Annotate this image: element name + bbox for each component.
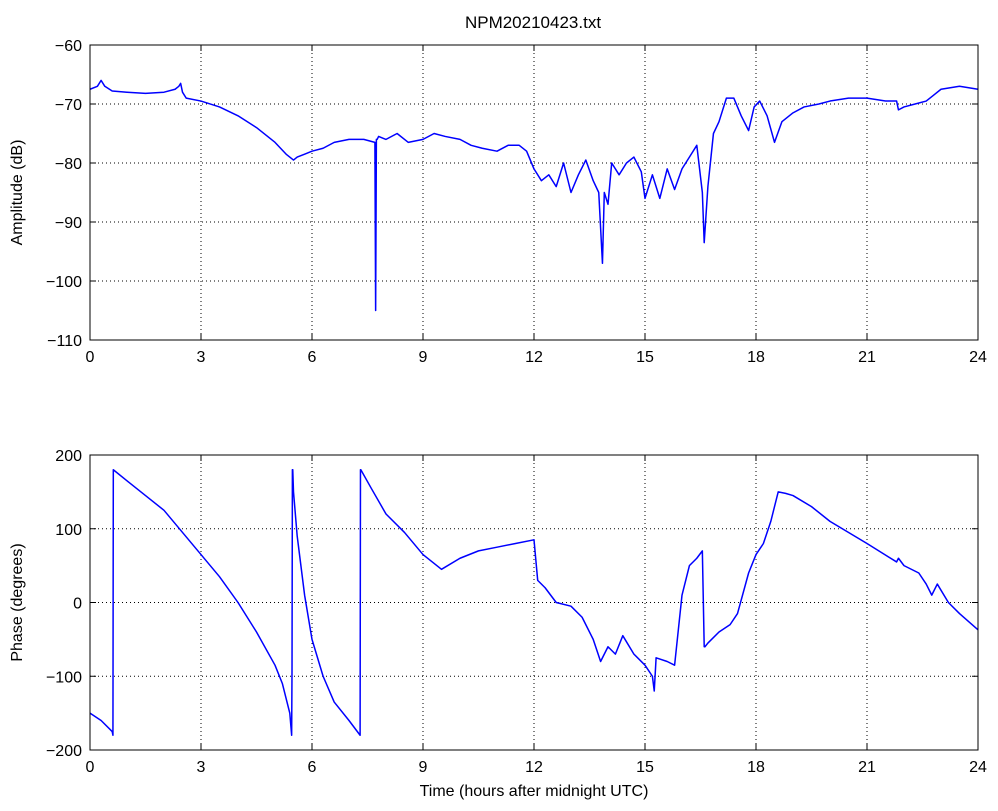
y-tick-label: 0 <box>73 596 82 613</box>
y-axis-label: Phase (degrees) <box>9 543 26 661</box>
y-tick-label: 100 <box>55 522 82 539</box>
y-tick-label: −100 <box>46 669 82 686</box>
x-tick-label: 18 <box>747 759 765 776</box>
y-tick-label: −200 <box>46 743 82 760</box>
plot-area <box>90 45 978 340</box>
x-tick-label: 21 <box>858 349 876 366</box>
x-tick-label: 0 <box>86 759 95 776</box>
y-tick-label: 200 <box>55 448 82 465</box>
x-tick-label: 12 <box>525 349 543 366</box>
phase-series-line <box>89 469 979 736</box>
y-tick-label: −60 <box>55 38 82 55</box>
amplitude-series-line <box>89 79 979 312</box>
x-tick-label: 9 <box>419 759 428 776</box>
phase-panel: 0 3 6 9 12 15 18 21 24 −200 −100 0 100 200 Phase (degr… <box>9 448 987 800</box>
x-tick-label: 3 <box>197 349 206 366</box>
x-tick-label: 0 <box>86 349 95 366</box>
y-tick-label: −70 <box>55 97 82 114</box>
x-tick-label: 6 <box>308 349 317 366</box>
x-tick-label: 15 <box>636 349 654 366</box>
x-tick-label: 24 <box>969 349 987 366</box>
y-tick-label: −100 <box>46 274 82 291</box>
amplitude-panel: 0 3 6 9 12 15 18 21 24 −110 −100 −90 −80 −70 −60 Amplit… <box>9 38 987 366</box>
x-tick-label: 21 <box>858 759 876 776</box>
x-tick-label: 24 <box>969 759 987 776</box>
y-tick-label: −110 <box>47 333 82 350</box>
x-axis-label: Time (hours after midnight UTC) <box>420 783 649 800</box>
y-axis-label: Amplitude (dB) <box>9 140 26 246</box>
x-tick-label: 18 <box>747 349 765 366</box>
x-tick-label: 12 <box>525 759 543 776</box>
x-tick-label: 15 <box>636 759 654 776</box>
figure-title: NPM20210423.txt <box>465 13 601 32</box>
y-tick-label: −90 <box>55 215 82 232</box>
x-tick-label: 3 <box>197 759 206 776</box>
x-tick-label: 9 <box>419 349 428 366</box>
y-tick-label: −80 <box>55 156 82 173</box>
x-tick-label: 6 <box>308 759 317 776</box>
